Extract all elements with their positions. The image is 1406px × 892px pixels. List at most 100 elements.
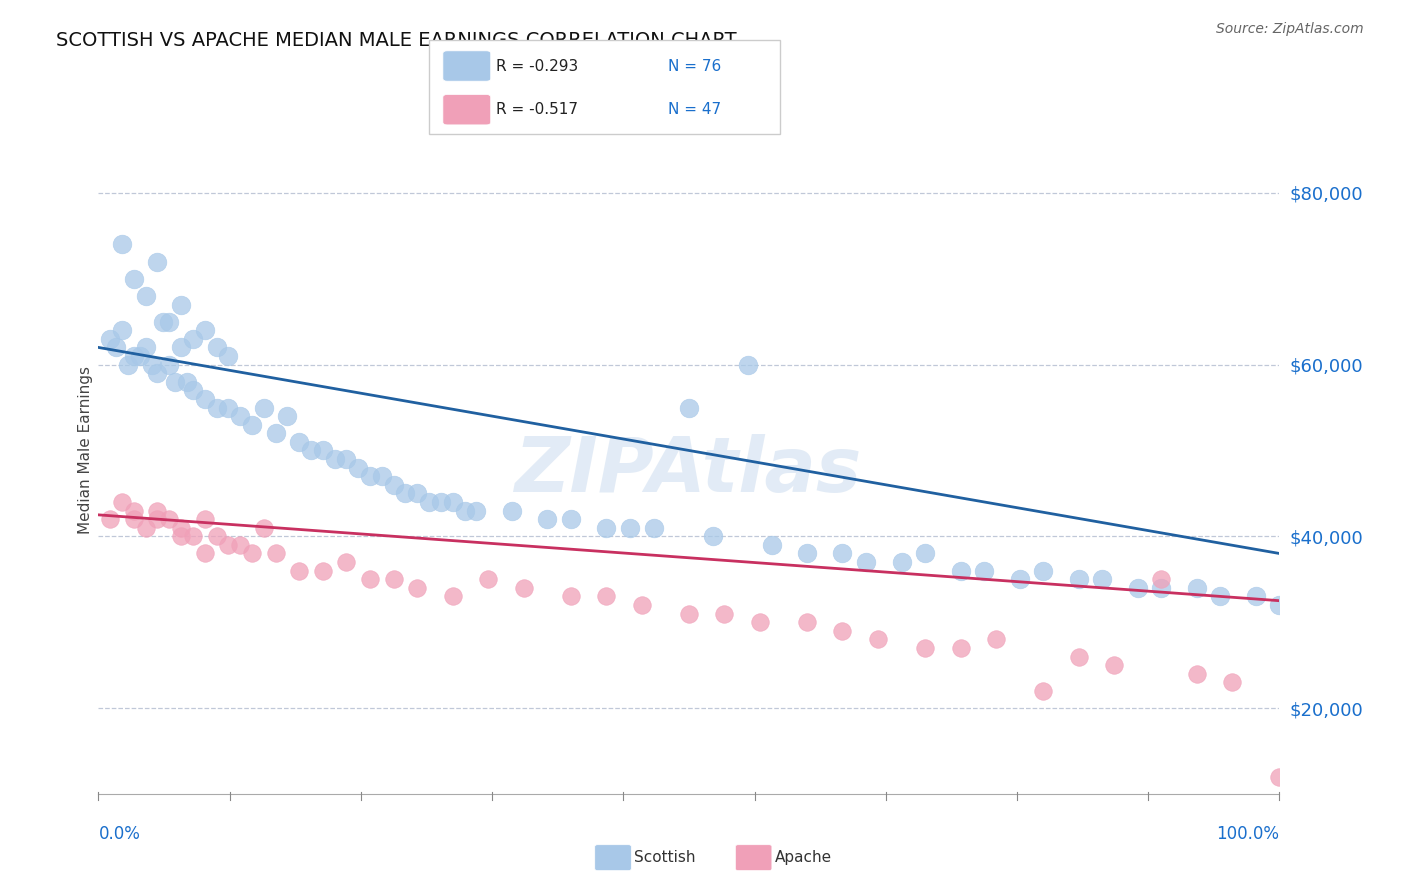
Point [117,358,139,372]
Point [831,546,853,561]
Y-axis label: Median Male Earnings: Median Male Earnings [77,367,93,534]
Point [105,340,128,354]
Point [98,332,121,346]
Point [382,478,405,492]
Point [253,401,276,415]
Point [1150,581,1173,595]
Point [536,512,558,526]
Point [406,486,429,500]
Text: SCOTTISH VS APACHE MEDIAN MALE EARNINGS CORRELATION CHART: SCOTTISH VS APACHE MEDIAN MALE EARNINGS … [56,31,737,50]
Point [595,590,617,604]
Point [276,409,298,423]
Point [288,564,311,578]
Text: Scottish: Scottish [634,850,696,864]
Point [1067,572,1090,586]
Point [1185,581,1208,595]
Point [205,401,228,415]
Point [240,417,263,432]
Point [122,512,145,526]
Point [176,375,198,389]
Point [194,323,217,337]
Text: R = -0.293: R = -0.293 [496,59,578,73]
Point [312,564,335,578]
Point [748,615,770,630]
Point [194,546,217,561]
Point [477,572,499,586]
Point [890,555,912,569]
Point [1091,572,1114,586]
Point [1126,581,1149,595]
Text: R = -0.517: R = -0.517 [496,103,578,117]
Point [217,538,239,552]
Point [796,546,818,561]
Point [135,340,157,354]
Point [501,503,523,517]
Point [831,624,853,638]
Point [1032,564,1054,578]
Point [984,632,1007,647]
Point [165,375,187,389]
Point [240,546,263,561]
Point [512,581,534,595]
Point [181,384,204,398]
Point [205,340,228,354]
Point [288,434,311,449]
Point [560,512,582,526]
Point [335,555,357,569]
Point [229,409,252,423]
Point [949,640,972,655]
Point [1102,658,1125,673]
Point [441,590,464,604]
Text: N = 47: N = 47 [668,103,721,117]
Point [418,495,440,509]
Text: Apache: Apache [775,850,832,864]
Point [914,546,936,561]
Point [170,340,193,354]
Point [359,469,381,483]
Point [146,366,169,380]
Point [194,512,217,526]
Point [1268,770,1291,784]
Point [595,521,617,535]
Point [312,443,335,458]
Point [152,315,174,329]
Point [157,358,180,372]
Point [111,323,134,337]
Point [406,581,429,595]
Point [157,512,180,526]
Point [1185,666,1208,681]
Point [170,297,193,311]
Point [643,521,665,535]
Point [630,598,652,612]
Point [430,495,453,509]
Point [146,503,169,517]
Point [1067,649,1090,664]
Point [111,237,134,252]
Point [194,392,217,406]
Point [299,443,322,458]
Point [465,503,488,517]
Point [122,503,145,517]
Text: 0.0%: 0.0% [98,825,141,843]
Point [217,401,239,415]
Point [347,460,370,475]
Point [394,486,416,500]
Point [702,529,724,543]
Point [761,538,783,552]
Point [122,349,145,363]
Point [141,358,163,372]
Point [229,538,252,552]
Point [359,572,381,586]
Text: ZIPAtlas: ZIPAtlas [515,434,863,508]
Point [1032,683,1054,698]
Point [560,590,582,604]
Point [382,572,405,586]
Point [253,521,276,535]
Point [122,271,145,285]
Text: Source: ZipAtlas.com: Source: ZipAtlas.com [1216,22,1364,37]
Point [441,495,464,509]
Point [135,521,157,535]
Point [713,607,735,621]
Point [205,529,228,543]
Point [217,349,239,363]
